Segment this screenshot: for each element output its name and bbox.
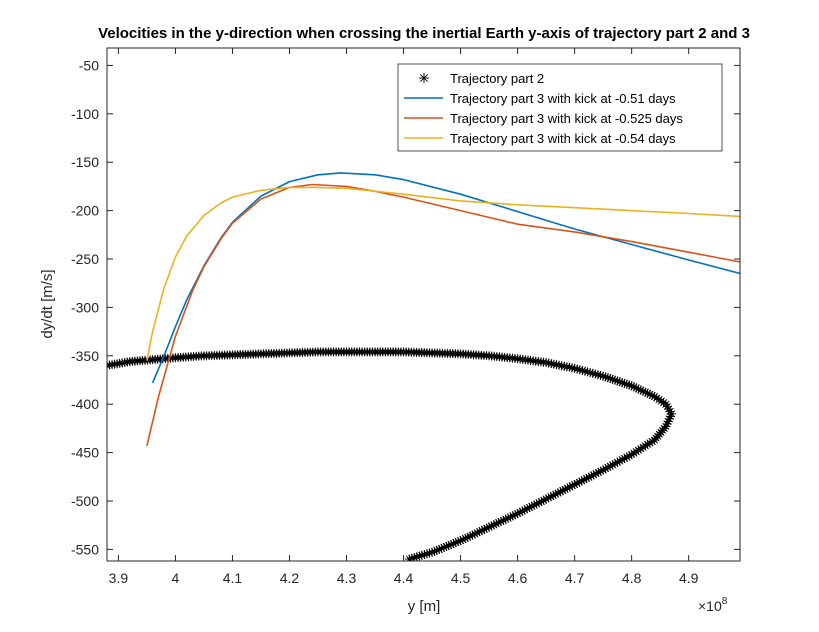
y-axis-label: dy/dt [m/s] — [39, 269, 56, 338]
legend-item: Trajectory part 3 with kick at -0.54 day… — [404, 131, 676, 146]
x-tick-label: 4.2 — [280, 570, 300, 586]
legend-item: Trajectory part 3 with kick at -0.525 da… — [404, 111, 683, 126]
x-axis-exponent: ×108 — [698, 596, 728, 614]
legend-label: Trajectory part 3 with kick at -0.525 da… — [450, 111, 683, 126]
y-tick-label: -200 — [71, 203, 99, 219]
legend-label: Trajectory part 3 with kick at -0.54 day… — [450, 131, 676, 146]
trajectory-marker — [404, 554, 414, 561]
y-tick-label: -100 — [71, 106, 99, 122]
y-tick-label: -150 — [71, 154, 99, 170]
y-tick-label: -450 — [71, 445, 99, 461]
legend-marker-icon — [419, 73, 429, 83]
y-tick-label: -250 — [71, 251, 99, 267]
x-tick-label: 3.9 — [109, 570, 129, 586]
x-tick-label: 4 — [172, 570, 180, 586]
series-line-1 — [151, 172, 740, 384]
y-tick-label: -550 — [71, 541, 99, 557]
x-tick-label: 4.5 — [451, 570, 471, 586]
legend-item: Trajectory part 3 with kick at -0.51 day… — [404, 91, 676, 106]
x-tick-label: 4.7 — [565, 570, 585, 586]
legend-box — [397, 63, 723, 152]
x-tick-label: 4.6 — [508, 570, 528, 586]
x-axis-label: y [m] — [408, 598, 441, 615]
x-exponent-power: 8 — [722, 596, 728, 607]
axes-box — [106, 47, 741, 562]
x-exponent-base: ×10 — [698, 598, 722, 614]
y-tick-label: -350 — [71, 348, 99, 364]
series-layer — [107, 172, 740, 561]
series-markers-0 — [107, 347, 677, 561]
ticks-layer: 3.9 4 4.1 4.2 4.3 4.4 4.5 4.6 4.7 4.8 4.9 -550 -500 -… — [71, 48, 740, 586]
x-tick-label: 4.3 — [337, 570, 357, 586]
y-tick-label: -500 — [71, 493, 99, 509]
x-tick-label: 4.1 — [223, 570, 243, 586]
x-tick-label: 4.4 — [394, 570, 414, 586]
series-line-2 — [146, 183, 740, 446]
legend-item: Trajectory part 2 — [419, 71, 544, 86]
legend: Trajectory part 2 Trajectory part 3 with … — [397, 63, 723, 152]
legend-label: Trajectory part 2 — [450, 71, 544, 86]
x-tick-label: 4.8 — [622, 570, 642, 586]
y-tick-label: -400 — [71, 396, 99, 412]
chart-title: Velocities in the y-direction when cross… — [98, 25, 750, 42]
legend-label: Trajectory part 3 with kick at -0.51 day… — [450, 91, 676, 106]
series-line-3 — [146, 186, 740, 361]
x-tick-label: 4.9 — [679, 570, 699, 586]
y-tick-label: -300 — [71, 299, 99, 315]
y-tick-label: -50 — [79, 57, 99, 73]
